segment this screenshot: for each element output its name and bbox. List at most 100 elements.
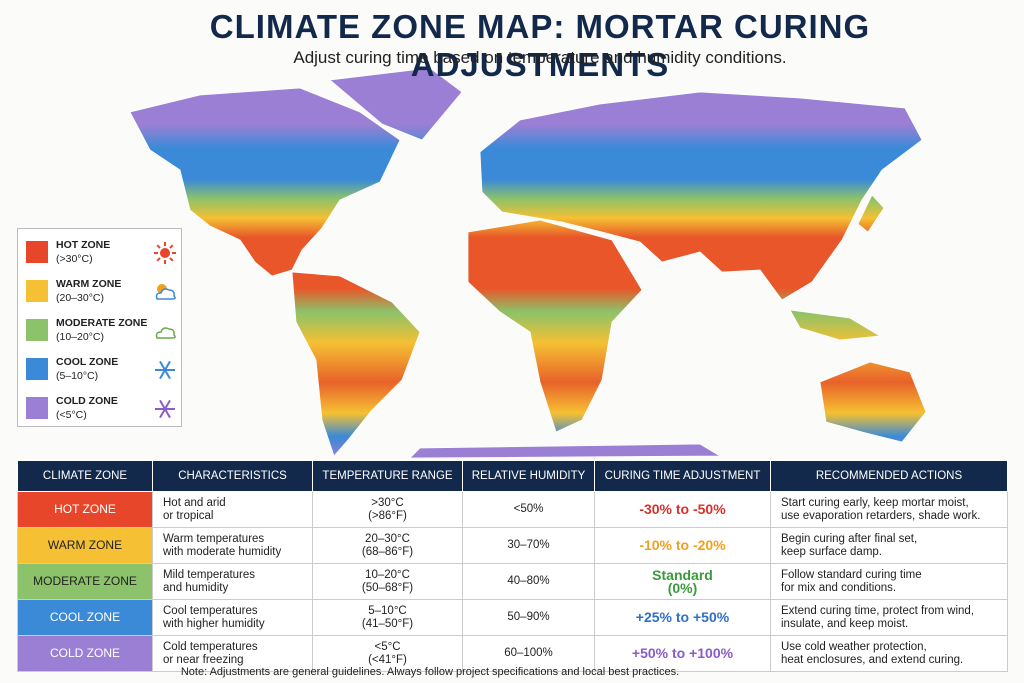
africa [467,219,643,433]
snowflake-arm [159,399,171,419]
legend-range: (<5°C) [56,409,87,421]
continents [129,67,927,459]
adjustment-cell: -30% to -50% [594,491,771,528]
sun-ray [156,244,161,249]
cell-line: 5–10°C [368,604,407,617]
cell-line: Start curing early, keep mortar moist, [781,496,969,509]
cell-line: Use cold weather protection, [781,640,927,653]
legend-label: COOL ZONE [56,356,119,368]
table-body: HOT ZONE Hot and arid or tropical >30°C (>86… [17,491,1008,672]
indonesia [789,309,882,341]
cell-line: (<41°F) [368,653,407,666]
cell-line: (0%) [667,579,698,596]
snowflake-arm [159,360,171,380]
south-america [291,271,421,457]
column-header: RELATIVE HUMIDITY [462,460,595,492]
legend-label: HOT ZONE [56,239,111,251]
legend-range: (5–10°C) [56,370,99,382]
cell-line: with higher humidity [163,617,265,630]
temperature-cell: <5°C (<41°F) [312,635,463,672]
world-map [129,67,927,459]
cell-line: or tropical [163,509,214,522]
zone-cell: COLD ZONE [17,635,153,672]
cell-line: use evaporation retarders, shade work. [781,509,981,522]
adjustment-cell: Standard (0%) [594,563,771,600]
cell-line: Cold temperatures [163,640,258,653]
legend-swatch [26,280,48,302]
legend-item: COOL ZONE (5–10°C) [26,354,176,386]
column-header: RECOMMENDED ACTIONS [770,460,1008,492]
actions-cell: Extend curing time, protect from wind, in… [770,599,1008,636]
eurasia [479,91,923,301]
characteristics-cell: Cold temperatures or near freezing [152,635,313,672]
zone-cell: COOL ZONE [17,599,153,636]
cell-line: and humidity [163,581,229,594]
cell-line: Begin curing after final set, [781,532,918,545]
zone-cell: HOT ZONE [17,491,153,528]
column-header: TEMPERATURE RANGE [312,460,463,492]
sun-icon [160,248,170,258]
adjustment-cell: -10% to -20% [594,527,771,564]
characteristics-cell: Hot and arid or tropical [152,491,313,528]
sun-ray [156,257,161,262]
legend-item: COLD ZONE (<5°C) [26,393,176,425]
cloud-icon [155,327,176,339]
cell-line: (>86°F) [368,509,407,522]
legend-icon [155,399,175,419]
legend-icon [155,360,175,380]
cell-line: <5°C [374,640,401,653]
cell-line: >30°C [371,496,404,509]
legend-item: WARM ZONE (20–30°C) [26,276,176,308]
header-row: CLIMATE ZONE CHARACTERISTICS TEMPERATURE R… [17,460,1008,492]
column-header: CHARACTERISTICS [152,460,313,492]
humidity-cell: <50% [462,491,595,528]
legend-item: HOT ZONE (>30°C) [26,237,176,269]
sun-ray [169,257,174,262]
table-row: MODERATE ZONE Mild temperatures and humidi… [17,563,1008,600]
legend-icon [154,242,176,264]
sun-ray [169,244,174,249]
cell-line: 20–30°C [365,532,410,545]
temperature-cell: 10–20°C (50–68°F) [312,563,463,600]
antarctica [409,443,722,459]
cell-line: Standard [652,566,713,583]
title: CLIMATE ZONE MAP: MORTAR CURING ADJUSTME… [209,8,871,83]
cell-line: (68–86°F) [361,545,414,558]
cell-line: +50% to +100% [631,645,734,661]
cell-line: (41–50°F) [361,617,414,630]
legend-label: COLD ZONE [56,395,118,407]
legend-item: MODERATE ZONE (10–20°C) [26,315,176,347]
cell-line: Cool temperatures [163,604,258,617]
cell-line: keep surface damp. [781,545,883,558]
humidity-cell: 60–100% [462,635,595,672]
australia [819,361,927,443]
cell-line: or near freezing [163,653,244,666]
cloud-icon [155,288,176,300]
cell-line: Mild temperatures [163,568,256,581]
legend-range: (>30°C) [56,253,93,265]
greenland [329,67,463,141]
actions-cell: Use cold weather protection, heat enclosu… [770,635,1008,672]
cell-line: with moderate humidity [163,545,282,558]
actions-cell: Start curing early, keep mortar moist, us… [770,491,1008,528]
humidity-cell: 50–90% [462,599,595,636]
table-row: WARM ZONE Warm temperatures with moderate … [17,527,1008,564]
characteristics-cell: Warm temperatures with moderate humidity [152,527,313,564]
table-row: COLD ZONE Cold temperatures or near freezi… [17,635,1008,672]
legend-range: (20–30°C) [56,292,104,304]
legend-swatch [26,319,48,341]
subtitle: Adjust curing time based on temperature … [293,48,787,67]
table-row: HOT ZONE Hot and arid or tropical >30°C (>86… [17,491,1008,528]
cell-line: -30% to -50% [639,501,726,517]
cell-line: Hot and arid [163,496,226,509]
cell-line: Extend curing time, protect from wind, [781,604,975,617]
actions-cell: Follow standard curing time for mix and c… [770,563,1008,600]
legend-icon [155,284,176,300]
legend-swatch [26,397,48,419]
cell-line: 10–20°C [365,568,410,581]
temperature-cell: 5–10°C (41–50°F) [312,599,463,636]
legend-label: WARM ZONE [56,278,122,290]
legend-range: (10–20°C) [56,331,104,343]
cell-line: insulate, and keep moist. [781,617,909,630]
